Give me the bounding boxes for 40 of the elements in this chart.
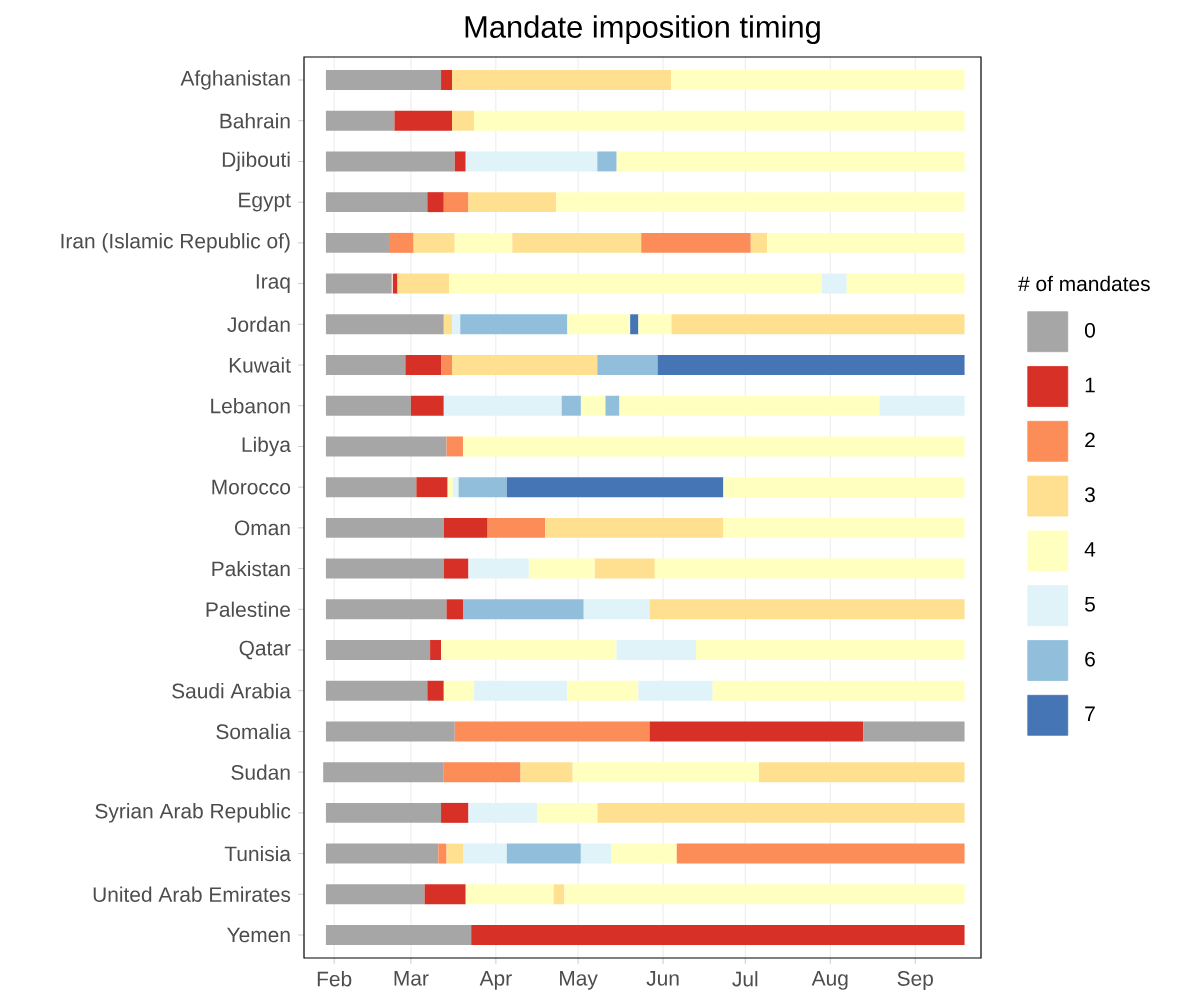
y-tick-label: Bahrain (220, 113, 290, 129)
x-tick-label: Feb (317, 971, 352, 987)
y-tick-label: United Arab Emirates (93, 886, 291, 902)
chart-title: Mandate imposition timing (465, 15, 820, 44)
y-tick-label: Yemen (227, 927, 290, 943)
x-tick-label: Aug (811, 971, 848, 990)
x-tick-label: Sep (897, 971, 933, 990)
legend-label: 5 (1085, 597, 1095, 612)
x-tick-label: Mar (394, 971, 429, 986)
legend-label: 6 (1085, 651, 1095, 667)
y-tick-label: Iraq (256, 274, 290, 293)
y-tick-label: Morocco (212, 479, 291, 495)
legend-label: 0 (1084, 322, 1095, 338)
legend-label: 2 (1085, 432, 1095, 448)
y-tick-label: Pakistan (212, 560, 290, 577)
y-tick-label: Oman (234, 520, 290, 536)
y-tick-label: Iran (Islamic Republic of) (61, 233, 290, 253)
x-tick-label: May (560, 971, 598, 990)
y-tick-label: Saudi Arabia (172, 683, 291, 699)
y-tick-label: Djibouti (222, 151, 290, 172)
y-tick-label: Palestine (206, 601, 290, 617)
y-tick-label: Lebanon (211, 398, 290, 414)
x-tick-label: Jul (732, 971, 758, 987)
y-tick-label: Libya (242, 436, 291, 457)
legend-label: 7 (1085, 706, 1095, 721)
legend-label: 1 (1085, 377, 1095, 393)
x-tick-label: Apr (479, 971, 512, 990)
y-tick-label: Kuwait (229, 357, 291, 373)
legend-title: # of mandates (1018, 275, 1150, 292)
y-tick-label: Egypt (239, 192, 291, 212)
x-tick-label: Jun (646, 971, 679, 986)
y-tick-label: Jordan (227, 316, 290, 332)
legend-label: 3 (1084, 487, 1095, 503)
y-tick-label: Sudan (231, 764, 290, 780)
y-tick-label: Afghanistan (180, 70, 290, 90)
legend-label: 4 (1084, 542, 1096, 557)
y-tick-label: Tunisia (224, 845, 291, 862)
y-tick-label: Syrian Arab Republic (95, 803, 291, 823)
y-tick-label: Qatar (239, 640, 291, 660)
y-tick-label: Somalia (216, 723, 291, 740)
